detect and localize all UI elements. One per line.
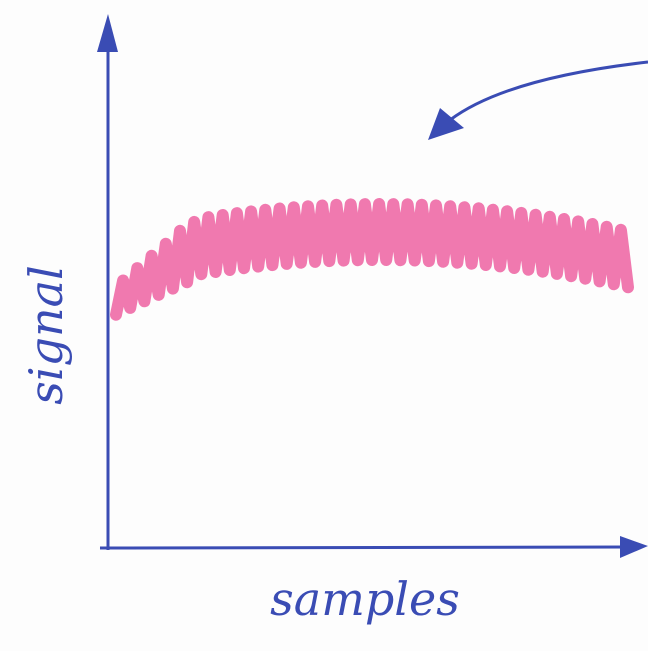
diagram: signal samples [0,0,648,651]
x-axis [100,547,630,548]
y-axis-label: signal [19,265,73,405]
x-axis-label: samples [270,572,460,626]
paper [0,0,648,651]
page: signal samples (() => { const data = JSO… [0,0,648,651]
